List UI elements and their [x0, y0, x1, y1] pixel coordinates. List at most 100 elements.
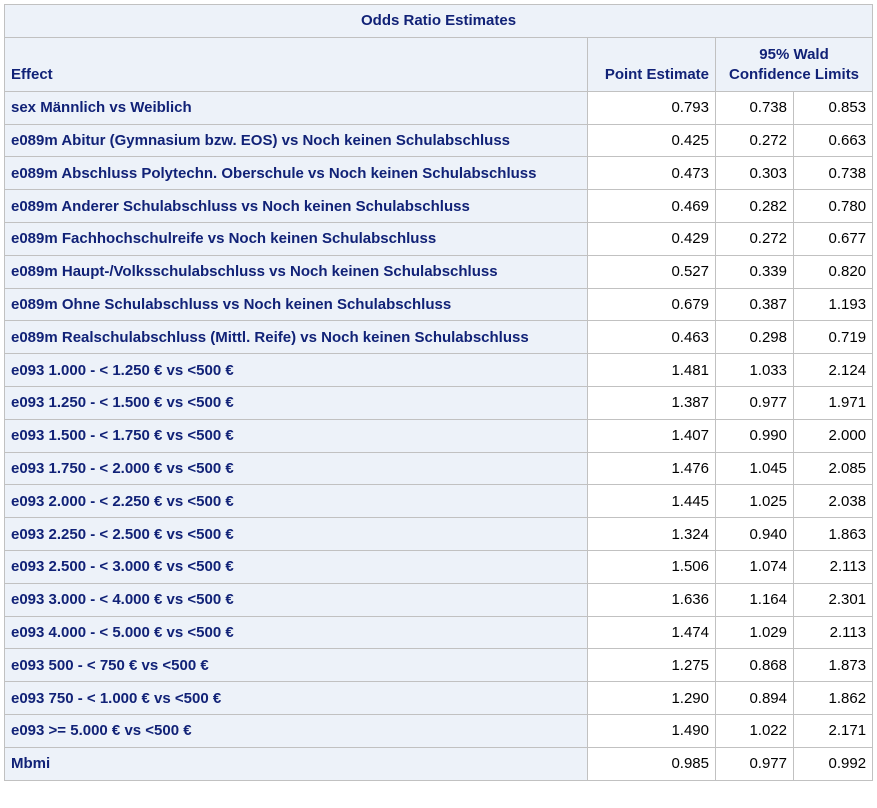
table-row: Mbmi 0.985 0.977 0.992 — [4, 746, 874, 781]
upper-limit-cell: 0.820 — [792, 254, 874, 289]
upper-limit-cell: 1.862 — [792, 681, 874, 715]
point-estimate-cell: 1.490 — [587, 713, 716, 748]
effect-cell: e093 2.500 - < 3.000 € vs <500 € — [4, 549, 588, 584]
effect-cell: e089m Anderer Schulabschluss vs Noch kei… — [4, 189, 588, 223]
table-row: e093 >= 5.000 € vs <500 €1.490 1.022 2.171 — [4, 713, 874, 748]
upper-limit-cell: 0.677 — [792, 221, 874, 256]
effect-cell: e093 1.750 - < 2.000 € vs <500 € — [4, 451, 588, 486]
lower-limit-cell: 0.387 — [715, 287, 794, 322]
lower-limit-cell: 0.894 — [715, 681, 794, 715]
effect-cell: sex Männlich vs Weiblich — [4, 90, 588, 125]
effect-cell: e089m Fachhochschulreife vs Noch keinen … — [4, 221, 588, 256]
effect-cell: e093 750 - < 1.000 € vs <500 € — [4, 681, 588, 715]
table-caption-row: Odds Ratio Estimates — [3, 4, 874, 38]
effect-cell: e089m Haupt-/Volksschulabschluss vs Noch… — [4, 254, 588, 289]
table-row: e093 1.500 - < 1.750 € vs <500 €1.407 0.9… — [4, 418, 874, 453]
lower-limit-cell: 0.272 — [715, 123, 794, 158]
point-estimate-cell: 1.445 — [587, 484, 716, 519]
effect-cell: e093 >= 5.000 € vs <500 € — [4, 713, 588, 748]
table-row: e089m Realschulabschluss (Mittl. Reife) … — [4, 320, 874, 355]
effect-cell: e089m Ohne Schulabschluss vs Noch keinen… — [4, 287, 588, 322]
upper-limit-cell: 1.873 — [792, 648, 874, 683]
table-row: e093 1.000 - < 1.250 € vs <500 €1.481 1.0… — [4, 353, 874, 387]
lower-limit-cell: 0.339 — [715, 254, 794, 289]
confidence-header-line1: 95% Wald — [759, 45, 829, 63]
table-row: e093 1.750 - < 2.000 € vs <500 €1.476 1.0… — [4, 451, 874, 486]
table-row: e089m Anderer Schulabschluss vs Noch kei… — [4, 189, 874, 223]
table-title: Odds Ratio Estimates — [3, 4, 874, 38]
table-row: e089m Ohne Schulabschluss vs Noch keinen… — [4, 287, 874, 322]
upper-limit-cell: 2.301 — [792, 582, 874, 617]
table-row: e093 2.250 - < 2.500 € vs <500 €1.324 0.9… — [4, 517, 874, 551]
point-estimate-cell: 0.473 — [587, 156, 716, 191]
upper-limit-cell: 2.124 — [792, 353, 874, 387]
table-row: sex Männlich vs Weiblich 0.793 0.738 0.853 — [4, 90, 874, 125]
upper-limit-cell: 1.193 — [792, 287, 874, 322]
upper-limit-cell: 0.780 — [792, 189, 874, 223]
point-estimate-cell: 1.407 — [587, 418, 716, 453]
lower-limit-cell: 0.868 — [715, 648, 794, 683]
point-estimate-cell: 1.636 — [587, 582, 716, 617]
table-row: e089m Abitur (Gymnasium bzw. EOS) vs Noc… — [4, 123, 874, 158]
lower-limit-cell: 0.298 — [715, 320, 794, 355]
upper-limit-cell: 2.113 — [792, 615, 874, 650]
point-estimate-cell: 0.793 — [587, 90, 716, 125]
lower-limit-cell: 1.025 — [715, 484, 794, 519]
upper-limit-cell: 2.038 — [792, 484, 874, 519]
table-row: e093 1.250 - < 1.500 € vs <500 €1.387 0.9… — [4, 385, 874, 420]
lower-limit-cell: 1.074 — [715, 549, 794, 584]
effect-cell: e089m Abitur (Gymnasium bzw. EOS) vs Noc… — [4, 123, 588, 158]
upper-limit-cell: 1.971 — [792, 385, 874, 420]
confidence-header-line2: Confidence Limits — [729, 65, 860, 83]
table-row: e093 2.000 - < 2.250 € vs <500 €1.445 1.0… — [4, 484, 874, 519]
table-row: e089m Haupt-/Volksschulabschluss vs Noch… — [4, 254, 874, 289]
lower-limit-cell: 0.282 — [715, 189, 794, 223]
effect-cell: e093 2.250 - < 2.500 € vs <500 € — [4, 517, 588, 551]
upper-limit-cell: 0.992 — [792, 746, 874, 781]
lower-limit-cell: 0.303 — [715, 156, 794, 191]
point-estimate-column-header: Point Estimate — [587, 36, 716, 92]
table-row: e093 3.000 - < 4.000 € vs <500 €1.636 1.1… — [4, 582, 874, 617]
table-row: e093 4.000 - < 5.000 € vs <500 €1.474 1.0… — [4, 615, 874, 650]
odds-ratio-table: Odds Ratio Estimates Effect Point Estima… — [3, 4, 874, 781]
table-body: sex Männlich vs Weiblich 0.793 0.738 0.853 e… — [4, 90, 874, 781]
lower-limit-cell: 0.977 — [715, 385, 794, 420]
point-estimate-cell: 1.474 — [587, 615, 716, 650]
point-estimate-cell: 1.290 — [587, 681, 716, 715]
lower-limit-cell: 1.022 — [715, 713, 794, 748]
odds-ratio-table-container: Odds Ratio Estimates Effect Point Estima… — [3, 4, 874, 781]
table-row: e089m Fachhochschulreife vs Noch keinen … — [4, 221, 874, 256]
point-estimate-cell: 0.985 — [587, 746, 716, 781]
lower-limit-cell: 0.940 — [715, 517, 794, 551]
point-estimate-cell: 0.429 — [587, 221, 716, 256]
upper-limit-cell: 2.171 — [792, 713, 874, 748]
table-row: e093 500 - < 750 € vs <500 €1.275 0.868 1.… — [4, 648, 874, 683]
effect-cell: e089m Realschulabschluss (Mittl. Reife) … — [4, 320, 588, 355]
upper-limit-cell: 1.863 — [792, 517, 874, 551]
lower-limit-cell: 0.990 — [715, 418, 794, 453]
lower-limit-cell: 1.164 — [715, 582, 794, 617]
upper-limit-cell: 2.000 — [792, 418, 874, 453]
lower-limit-cell: 0.272 — [715, 221, 794, 256]
effect-cell: e093 1.000 - < 1.250 € vs <500 € — [4, 353, 588, 387]
effect-cell: e093 1.250 - < 1.500 € vs <500 € — [4, 385, 588, 420]
table-row: e089m Abschluss Polytechn. Oberschule vs… — [4, 156, 874, 191]
point-estimate-cell: 1.387 — [587, 385, 716, 420]
effect-cell: e093 2.000 - < 2.250 € vs <500 € — [4, 484, 588, 519]
upper-limit-cell: 0.663 — [792, 123, 874, 158]
table-row: e093 2.500 - < 3.000 € vs <500 €1.506 1.0… — [4, 549, 874, 584]
point-estimate-cell: 1.476 — [587, 451, 716, 486]
effect-cell: e089m Abschluss Polytechn. Oberschule vs… — [4, 156, 588, 191]
point-estimate-cell: 0.527 — [587, 254, 716, 289]
point-estimate-cell: 1.506 — [587, 549, 716, 584]
point-estimate-cell: 0.463 — [587, 320, 716, 355]
table-header-row: Effect Point Estimate 95% Wald Confidenc… — [4, 36, 874, 92]
point-estimate-cell: 0.469 — [587, 189, 716, 223]
lower-limit-cell: 0.977 — [715, 746, 794, 781]
lower-limit-cell: 1.033 — [715, 353, 794, 387]
lower-limit-cell: 0.738 — [715, 90, 794, 125]
point-estimate-cell: 1.275 — [587, 648, 716, 683]
lower-limit-cell: 1.029 — [715, 615, 794, 650]
effect-cell: Mbmi — [4, 746, 588, 781]
effect-cell: e093 1.500 - < 1.750 € vs <500 € — [4, 418, 588, 453]
